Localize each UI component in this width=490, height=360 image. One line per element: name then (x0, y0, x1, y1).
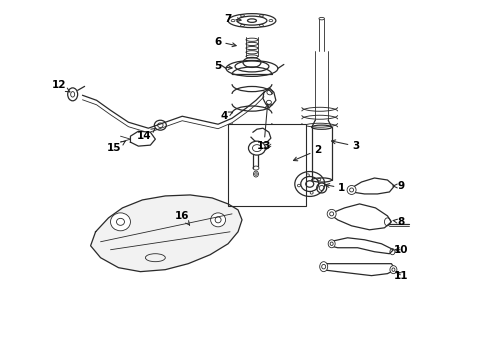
Bar (228, 124, 306, 206)
Ellipse shape (328, 240, 335, 248)
Text: 3: 3 (332, 140, 359, 151)
Text: 6: 6 (215, 36, 236, 47)
Ellipse shape (317, 183, 327, 193)
Ellipse shape (390, 266, 397, 274)
Text: 14: 14 (137, 128, 156, 141)
Text: 13: 13 (257, 104, 271, 151)
Text: 7: 7 (224, 14, 241, 24)
Text: 8: 8 (393, 217, 405, 227)
Text: 11: 11 (394, 271, 409, 281)
Text: 4: 4 (220, 111, 233, 121)
Text: 16: 16 (175, 211, 190, 225)
Ellipse shape (248, 141, 266, 155)
Text: 1: 1 (325, 183, 345, 193)
Polygon shape (91, 195, 242, 272)
Text: 9: 9 (393, 181, 405, 191)
Ellipse shape (327, 210, 336, 219)
Text: 5: 5 (215, 62, 232, 71)
Ellipse shape (319, 262, 328, 272)
Text: 10: 10 (394, 245, 409, 255)
Ellipse shape (347, 185, 356, 194)
Text: 15: 15 (107, 141, 126, 153)
Polygon shape (130, 131, 155, 146)
Ellipse shape (111, 213, 130, 231)
Text: 2: 2 (294, 145, 321, 161)
Ellipse shape (211, 213, 225, 227)
Text: 12: 12 (51, 80, 70, 92)
